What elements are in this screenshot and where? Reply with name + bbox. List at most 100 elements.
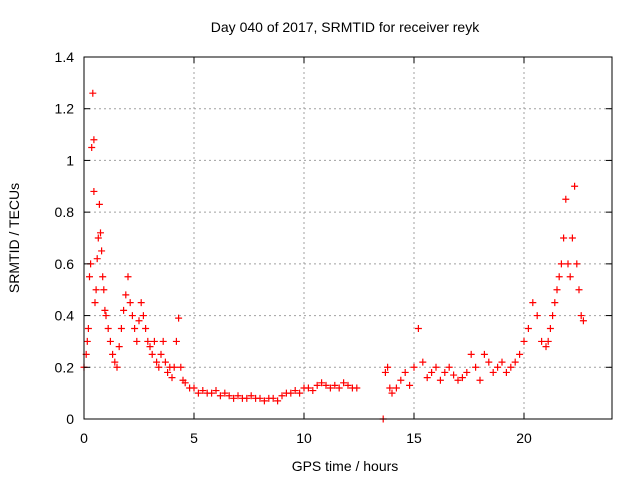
data-point [313,381,321,389]
data-point [256,394,264,402]
y-tick-label: 0.6 [55,256,75,272]
data-point [137,299,145,307]
data-point [524,325,532,332]
data-point [159,337,167,345]
data-point [326,384,334,392]
data-point [230,394,238,402]
x-tick-label: 5 [190,430,198,446]
data-point [190,384,198,392]
x-axis-label: GPS time / hours [292,458,399,474]
data-point [157,350,165,358]
data-point [115,343,123,351]
data-point [291,387,299,395]
data-point [102,312,110,320]
data-point [511,358,519,366]
data-point [83,337,91,345]
data-point [175,314,183,322]
axis-ticks: 0 0.2 0.4 0.6 0.8 1 1.2 1.4 0 5 10 15 20 [55,49,612,446]
data-point [331,381,339,389]
data-point [98,247,106,255]
x-tick-label: 10 [296,430,312,446]
data-point [120,306,128,314]
data-point [571,182,579,190]
data-point [353,384,361,392]
data-point [88,144,96,151]
y-tick-label: 0.2 [55,359,75,375]
data-point [414,325,422,332]
data-point [419,358,427,366]
data-point [568,234,576,242]
data-point [344,381,352,389]
y-tick-label: 1.2 [55,101,75,117]
data-point [544,337,552,345]
data-point [212,387,220,395]
data-point [564,260,572,268]
data-point [278,392,286,400]
data-point [124,273,132,281]
plot-frame [83,56,613,420]
data-point [436,376,444,384]
data-point [170,363,178,371]
data-point [93,255,101,263]
data-point [406,381,414,389]
data-point [106,337,114,345]
data-point [194,389,202,397]
data-point [199,387,207,395]
data-point [560,234,568,242]
data-point [551,299,559,307]
data-point [168,374,176,382]
data-point [388,389,396,397]
data-point [520,337,528,345]
data-point [401,368,409,376]
y-axis-label: SRMTID / TECUs [6,183,22,293]
data-point [128,312,136,320]
y-tick-label: 0.8 [55,204,75,220]
data-point [498,358,506,366]
data-point [177,363,185,371]
data-point [549,312,557,320]
data-point [423,374,431,382]
data-point [99,273,107,281]
data-point [287,389,295,397]
data-point [502,368,510,376]
data-point [131,325,139,332]
data-point [153,358,161,366]
grid [84,57,612,419]
data-point [221,389,229,397]
data-point [384,363,392,371]
data-point [90,136,98,144]
data-point [146,343,154,351]
data-point [243,394,251,402]
data-point [579,317,587,325]
data-point [410,363,418,371]
data-point [95,200,103,208]
data-point [86,273,93,281]
data-point [577,312,585,320]
data-point [386,384,394,392]
data-point [269,394,277,402]
data-point [454,376,462,384]
y-tick-label: 0 [66,411,74,427]
data-point [472,363,480,371]
data-point [155,363,163,371]
x-tick-label: 15 [406,430,422,446]
y-tick-label: 1.4 [55,49,75,65]
data-point [94,234,102,242]
data-point [84,325,92,332]
data-point [181,379,189,387]
data-point [507,363,515,371]
data-point [126,299,134,307]
data-point [117,325,125,332]
data-point [89,89,97,97]
data-point [304,384,312,392]
chart-title: Day 040 of 2017, SRMTID for receiver rey… [211,19,480,35]
data-point [135,317,143,325]
data-point [122,291,130,299]
x-tick-label: 0 [80,430,88,446]
data-point [573,260,581,268]
data-points [80,89,587,423]
data-point [516,350,524,358]
data-point [480,350,488,358]
data-point [111,358,119,366]
data-point [234,392,242,400]
